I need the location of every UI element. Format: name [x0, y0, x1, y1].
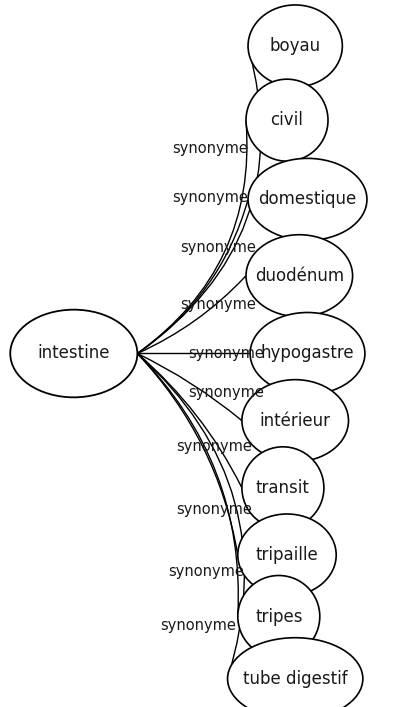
- FancyArrowPatch shape: [137, 276, 245, 354]
- Text: synonyme: synonyme: [180, 240, 256, 255]
- Text: hypogastre: hypogastre: [260, 344, 353, 363]
- Text: synonyme: synonyme: [172, 141, 247, 156]
- Ellipse shape: [241, 380, 348, 462]
- Text: synonyme: synonyme: [188, 385, 264, 400]
- FancyArrowPatch shape: [137, 354, 241, 487]
- Ellipse shape: [241, 447, 323, 529]
- Ellipse shape: [237, 514, 335, 596]
- Text: tube digestif: tube digestif: [242, 670, 347, 688]
- FancyArrowPatch shape: [137, 354, 238, 615]
- FancyArrowPatch shape: [137, 47, 260, 354]
- Text: synonyme: synonyme: [160, 618, 235, 633]
- Text: synonyme: synonyme: [180, 296, 256, 312]
- Text: domestique: domestique: [258, 190, 356, 209]
- Text: intestine: intestine: [38, 344, 110, 363]
- Text: civil: civil: [270, 111, 303, 129]
- Ellipse shape: [237, 575, 319, 658]
- FancyArrowPatch shape: [137, 354, 244, 677]
- Text: synonyme: synonyme: [176, 439, 252, 455]
- FancyArrowPatch shape: [137, 122, 246, 354]
- FancyArrowPatch shape: [137, 354, 237, 554]
- Text: intérieur: intérieur: [259, 411, 330, 430]
- Text: synonyme: synonyme: [188, 346, 264, 361]
- Ellipse shape: [227, 638, 362, 707]
- Ellipse shape: [247, 158, 366, 240]
- Ellipse shape: [245, 235, 352, 317]
- Text: tripaille: tripaille: [255, 546, 318, 564]
- Text: synonyme: synonyme: [172, 190, 247, 206]
- Text: tripes: tripes: [254, 607, 302, 626]
- Text: transit: transit: [255, 479, 309, 497]
- Ellipse shape: [245, 79, 327, 161]
- Text: boyau: boyau: [269, 37, 320, 55]
- Text: synonyme: synonyme: [168, 563, 243, 579]
- Ellipse shape: [247, 5, 342, 87]
- Ellipse shape: [10, 310, 137, 397]
- Text: duodénum: duodénum: [254, 267, 343, 285]
- FancyArrowPatch shape: [137, 354, 240, 420]
- Text: synonyme: synonyme: [176, 501, 252, 517]
- FancyArrowPatch shape: [137, 201, 247, 354]
- Ellipse shape: [249, 312, 364, 395]
